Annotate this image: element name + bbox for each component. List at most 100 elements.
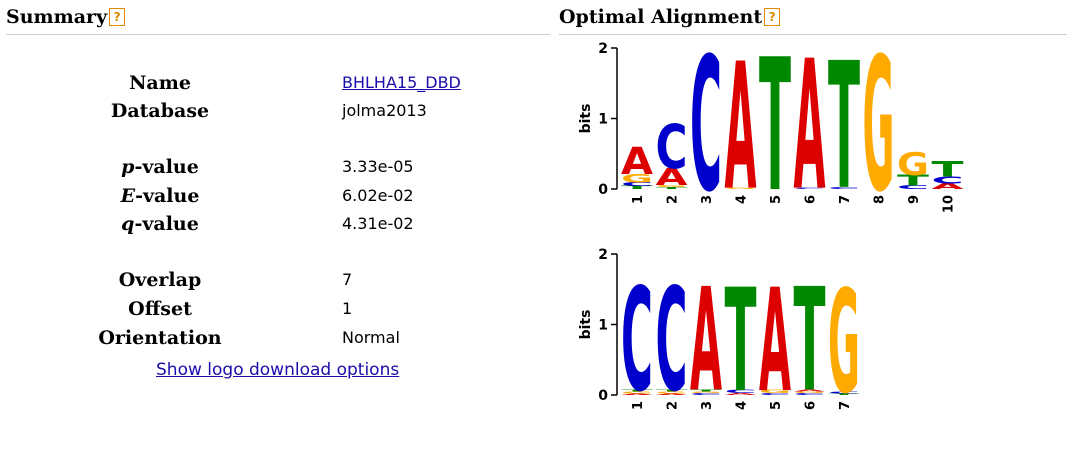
logo2-letter-C: C [794, 392, 826, 395]
alignment-header: Optimal Alignment? [559, 6, 1067, 35]
logo2-letter-G: G [794, 391, 826, 393]
logo2-letter-C: C [656, 258, 688, 423]
alignment-title: Optimal Alignment [559, 6, 763, 28]
motif-name-link[interactable]: BHLHA15_DBD [342, 73, 461, 92]
logo1-letter-G: G [656, 184, 688, 187]
logo2-letter-G: G [828, 260, 860, 424]
logo2-letter-A: A [794, 389, 827, 392]
e-value-label-rest: -value [135, 185, 200, 207]
orientation-label: Orientation [98, 327, 222, 349]
logo1-letter-A: A [621, 139, 653, 183]
logo2-letter-A: A [621, 393, 653, 395]
logo1-letter-A: A [794, 38, 826, 218]
logo1-letter-G: G [621, 172, 653, 186]
logo2-position-label: 6 [804, 401, 819, 410]
logo1-letter-A: A [656, 163, 688, 190]
logo2-letter-C: C [725, 389, 757, 394]
q-value-label-rest: -value [134, 213, 199, 235]
logo1-position-label: 5 [769, 195, 784, 204]
logo2-y-axis-label: bits [578, 310, 594, 340]
logo1-y-tick-label: 2 [598, 41, 608, 57]
logo1-letter-G: G [725, 187, 757, 189]
name-label: Name [129, 72, 191, 94]
q-value-label: q-value [80, 211, 240, 237]
logo2-letter-G: G [656, 391, 688, 394]
logo2-letter-T: T [725, 259, 757, 424]
logo1-position-label: 9 [907, 195, 922, 204]
offset-label: Offset [128, 298, 192, 320]
logo2-y-tick-label: 0 [598, 388, 608, 404]
logo1-letter-G: G [897, 146, 929, 183]
e-value-label: E-value [80, 183, 240, 209]
logo2-letter-A: A [656, 393, 688, 395]
logo2-letter-C: C [690, 392, 722, 395]
logo1-position-label: 10 [942, 195, 957, 213]
logo1-letter-C: C [932, 174, 964, 185]
logo2-letter-G: G [759, 389, 791, 394]
logo1-letter-T: T [932, 156, 964, 181]
logo2-letter-T: T [656, 389, 688, 392]
logo1-letter-C: C [794, 187, 826, 189]
logo1-position-label: 6 [804, 195, 819, 204]
logo1-letter-T: T [621, 185, 653, 190]
orientation-value: Normal [342, 328, 400, 347]
p-value-value: 3.33e-05 [342, 157, 414, 176]
logo1-position-label: 1 [631, 195, 646, 204]
logo1-y-tick-label: 1 [598, 112, 608, 128]
e-value-label-em: E [120, 185, 136, 207]
logo2-position-label: 5 [769, 401, 784, 410]
e-value-value: 6.02e-02 [342, 186, 414, 205]
offset-value: 1 [342, 299, 353, 318]
logo2-letter-T: T [828, 393, 860, 395]
logo2-letter-T: T [621, 389, 653, 392]
logo2-position-label: 4 [735, 401, 750, 410]
logo1-letter-C: C [656, 113, 688, 183]
logo1-letter-C: C [828, 186, 860, 189]
logo2-position-label: 2 [666, 401, 681, 410]
database-label: Database [110, 100, 210, 122]
database-value: jolma2013 [342, 101, 427, 120]
show-logo-download-options-link[interactable]: Show logo download options [156, 360, 400, 380]
logo2-letter-C: C [621, 258, 653, 423]
logo1-letter-A: A [932, 182, 965, 191]
logo1-letter-T: T [759, 38, 791, 218]
logo1-position-label: 8 [873, 195, 888, 204]
logo2-letter-G: G [690, 391, 722, 393]
summary-header: Summary? [6, 6, 550, 35]
p-value-label: p-value [80, 154, 240, 180]
summary-help-icon[interactable]: ? [109, 8, 126, 26]
q-value-value: 4.31e-02 [342, 214, 414, 233]
logo2-position-label: 7 [838, 401, 853, 410]
logo2-y-tick-label: 2 [598, 247, 608, 263]
logo2-letter-A: A [759, 259, 791, 424]
logo1-letter-T: T [656, 186, 688, 189]
summary-title: Summary [6, 6, 108, 28]
logo1-position-label: 4 [735, 195, 750, 204]
logo1-position-label: 7 [838, 195, 853, 204]
p-value-label-em: p [121, 156, 135, 178]
logo1-letter-C: C [897, 184, 929, 190]
q-value-label-em: q [121, 213, 135, 235]
logo1-letter-C: C [621, 182, 653, 188]
logo1-letter-T: T [828, 38, 860, 218]
logo1-position-label: 2 [666, 195, 681, 204]
logo1-letter-C: C [690, 38, 722, 218]
logo2-letter-G: G [621, 391, 653, 394]
logo2-position-label: 1 [631, 401, 646, 410]
logo1-y-tick-label: 0 [598, 182, 608, 198]
p-value-label-rest: -value [134, 156, 199, 178]
logo2-letter-A: A [725, 392, 758, 395]
logo1-letter-G: G [863, 38, 895, 218]
logo2-letter-C: C [828, 391, 860, 394]
logo2-position-label: 3 [700, 401, 715, 410]
alignment-help-icon[interactable]: ? [764, 8, 781, 26]
logo2-letter-C: C [759, 392, 791, 395]
logo2-letter-A: A [690, 258, 722, 423]
logo1-position-label: 3 [700, 195, 715, 204]
logo1-y-axis-label: bits [578, 104, 594, 134]
logo2-letter-T: T [690, 389, 722, 392]
logo1-letter-A: A [725, 38, 757, 218]
logo2-letter-T: T [794, 258, 826, 423]
